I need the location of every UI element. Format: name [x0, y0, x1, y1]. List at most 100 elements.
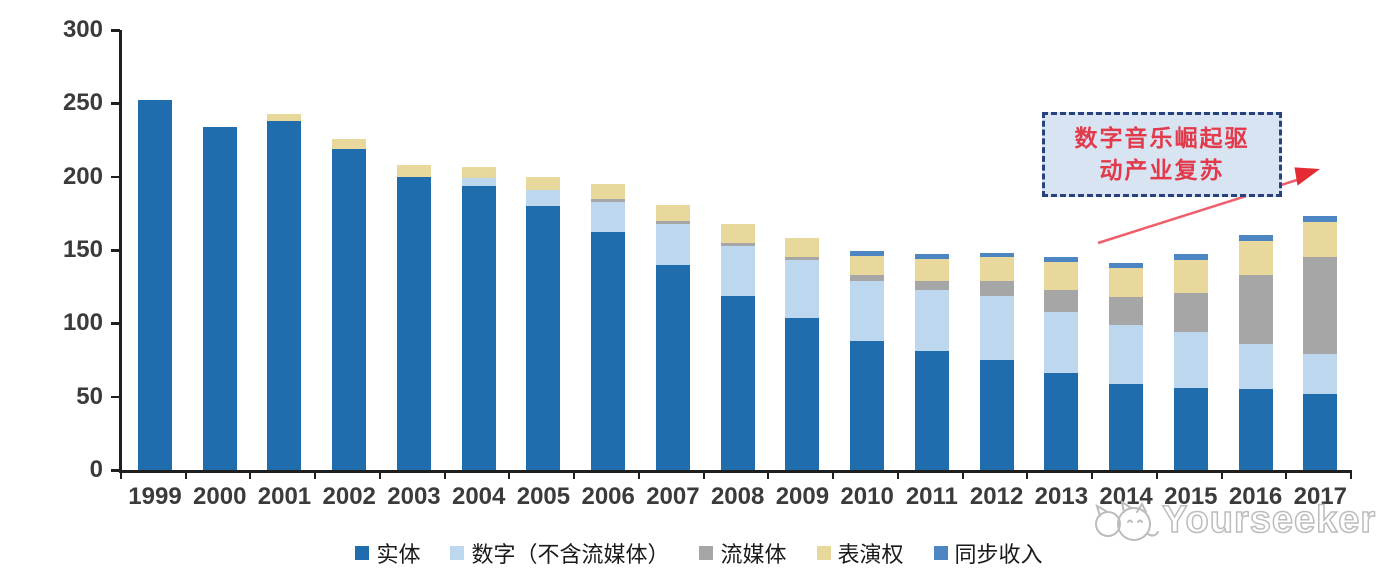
- bar-segment-2005: [526, 206, 561, 470]
- bar-2011: [914, 254, 949, 470]
- x-axis-tick: [249, 471, 252, 479]
- legend-swatch: [933, 546, 948, 560]
- bar-segment-2014: [1109, 296, 1144, 325]
- bar-2012: [979, 252, 1014, 470]
- x-axis-tick: [443, 471, 446, 479]
- bar-2017: [1303, 216, 1338, 470]
- x-axis-tick: [961, 471, 964, 479]
- bar-2004: [461, 166, 496, 470]
- bar-segment-2017: [1303, 393, 1338, 470]
- plot-area: [121, 30, 1352, 470]
- bar-segment-2016: [1238, 389, 1273, 470]
- bar-segment-2014: [1109, 383, 1144, 470]
- bar-segment-2010: [850, 340, 885, 470]
- bar-segment-2006: [591, 232, 626, 470]
- y-axis-tick: [111, 102, 120, 105]
- legend-item-实体: 实体: [355, 537, 420, 569]
- bar-2016: [1238, 235, 1273, 470]
- bar-segment-2008: [720, 295, 755, 470]
- bar-segment-2011: [914, 289, 949, 352]
- bar-segment-2014: [1109, 324, 1144, 384]
- x-axis-label-2017: 2017: [1293, 483, 1347, 510]
- bar-segment-2015: [1173, 260, 1208, 293]
- x-axis-label-2015: 2015: [1164, 483, 1218, 510]
- bar-segment-2017: [1303, 354, 1338, 394]
- legend-item-表演权: 表演权: [816, 537, 904, 569]
- legend-item-流媒体: 流媒体: [699, 537, 787, 569]
- legend: 实体 数字（不含流媒体） 流媒体 表演权 同步收入: [0, 537, 1398, 569]
- x-axis-label-1999: 1999: [128, 483, 182, 510]
- yourseeker-cat-logo-icon: [1095, 499, 1159, 541]
- bar-segment-2016: [1238, 274, 1273, 344]
- bar-segment-2006: [591, 198, 626, 202]
- x-axis-label-2010: 2010: [840, 483, 894, 510]
- x-axis-tick: [120, 471, 122, 479]
- x-axis-tick: [314, 471, 317, 479]
- bar-2001: [267, 113, 302, 470]
- y-axis-tick: [111, 395, 120, 399]
- bar-segment-2017: [1303, 222, 1338, 258]
- x-axis-label-2003: 2003: [387, 483, 441, 510]
- bar-segment-2012: [979, 295, 1014, 360]
- x-axis-tick: [1091, 471, 1094, 479]
- x-axis-tick: [1285, 471, 1288, 479]
- legend-swatch: [355, 546, 370, 560]
- x-axis-label-2001: 2001: [257, 483, 312, 510]
- watermark: Yourseeker: [1090, 494, 1376, 546]
- bar-segment-2009: [785, 317, 820, 470]
- bar-segment-1999: [138, 100, 172, 470]
- y-axis-tick: [111, 175, 120, 179]
- bar-2003: [396, 165, 431, 470]
- bar-2006: [591, 184, 626, 470]
- bar-segment-2005: [526, 189, 561, 206]
- bar-segment-2017: [1303, 216, 1338, 223]
- y-axis-label-100: 100: [62, 309, 103, 337]
- x-axis-label-2004: 2004: [451, 483, 506, 510]
- bar-segment-2005: [526, 176, 561, 190]
- bar-segment-2011: [914, 351, 949, 470]
- bar-segment-2010: [850, 251, 885, 256]
- x-axis-tick: [508, 471, 511, 479]
- bar-segment-2017: [1303, 257, 1338, 355]
- bar-segment-2010: [850, 274, 885, 281]
- bar-segment-2015: [1173, 292, 1208, 333]
- bar-segment-2009: [785, 257, 820, 261]
- y-axis-tick: [111, 322, 120, 325]
- bar-segment-2008: [720, 242, 755, 246]
- bar-segment-2014: [1109, 263, 1144, 268]
- bar-segment-2002: [332, 138, 367, 149]
- x-axis-tick: [1026, 471, 1029, 479]
- bar-segment-2012: [979, 360, 1014, 470]
- x-axis-label-2006: 2006: [581, 483, 635, 510]
- bar-segment-2016: [1238, 343, 1273, 390]
- bar-segment-2015: [1173, 332, 1208, 388]
- bar-segment-2015: [1173, 387, 1208, 470]
- bar-segment-2007: [655, 223, 690, 265]
- bar-segment-2012: [979, 257, 1014, 281]
- annotation-text-line2: 动产业复苏: [1099, 157, 1225, 183]
- annotation-box: 数字音乐崛起驱 动产业复苏: [1042, 112, 1282, 197]
- bar-segment-2004: [461, 185, 496, 470]
- x-axis-tick: [1350, 471, 1353, 479]
- x-axis-label-2011: 2011: [905, 483, 958, 510]
- y-axis-label-250: 250: [62, 89, 103, 117]
- bar-segment-2009: [785, 238, 820, 258]
- legend-swatch: [816, 546, 831, 560]
- bar-segment-2003: [396, 165, 431, 177]
- bar-2010: [850, 251, 885, 470]
- y-axis-label-200: 200: [62, 162, 103, 190]
- y-axis-label-300: 300: [62, 16, 103, 43]
- bar-segment-2004: [461, 178, 496, 186]
- x-axis-tick: [767, 471, 770, 479]
- watermark-text: Yourseeker: [1161, 498, 1377, 542]
- y-axis-label-0: 0: [89, 456, 103, 483]
- x-axis-label-2009: 2009: [775, 483, 830, 510]
- bar-segment-2013: [1044, 373, 1079, 470]
- x-axis-tick: [1220, 471, 1223, 479]
- legend-item-同步收入: 同步收入: [933, 537, 1043, 569]
- x-axis-tick: [378, 471, 381, 479]
- bar-segment-2013: [1044, 289, 1079, 312]
- annotation-text-line1: 数字音乐崛起驱: [1074, 125, 1250, 151]
- x-axis-label-2007: 2007: [646, 483, 700, 510]
